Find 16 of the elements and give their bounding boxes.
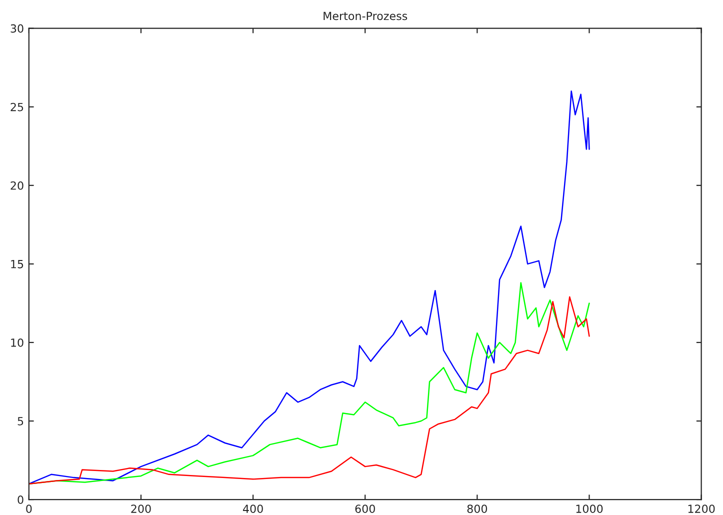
x-tick-label: 1200	[688, 504, 715, 514]
line-series	[28, 90, 590, 484]
x-tick-label: 200	[131, 504, 151, 514]
y-tick-label: 15	[11, 260, 24, 268]
x-tick-label: 1000	[576, 504, 603, 514]
y-tick-label: 30	[10, 24, 24, 33]
chart-title: Merton-Prozess	[324, 12, 408, 20]
y-tick-label: 20	[10, 181, 24, 190]
y-tick-label: 10	[11, 338, 24, 347]
y-tick-label: 5	[18, 417, 24, 426]
y-tick-label: 0	[18, 496, 24, 504]
x-tick-label: 400	[242, 504, 263, 514]
x-tick-label: 600	[355, 504, 375, 514]
x-tick-label: 0	[26, 504, 32, 514]
x-tick-label: 800	[467, 504, 488, 514]
y-tick-label: 25	[10, 102, 24, 112]
